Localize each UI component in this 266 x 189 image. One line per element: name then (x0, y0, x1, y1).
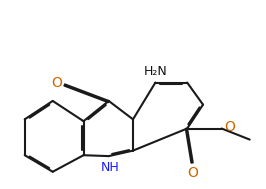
Text: O: O (51, 76, 62, 90)
Text: O: O (187, 166, 198, 180)
Text: H₂N: H₂N (144, 65, 167, 77)
Text: NH: NH (101, 161, 119, 174)
Text: O: O (225, 120, 235, 134)
